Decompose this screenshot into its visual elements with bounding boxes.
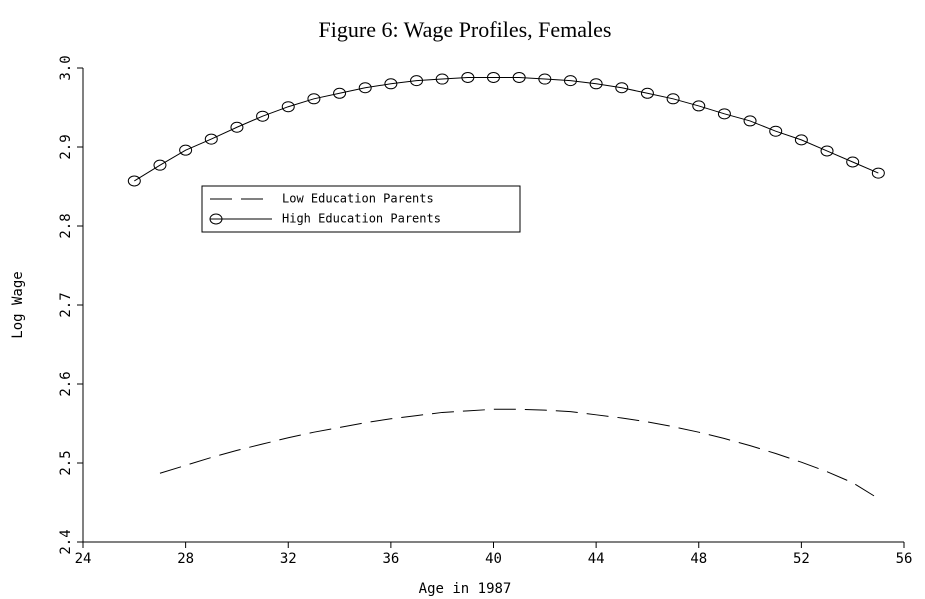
y-axis-title: Log Wage	[10, 271, 26, 338]
x-tick-label: 36	[382, 551, 399, 567]
legend-box	[201, 185, 521, 233]
marker	[281, 101, 295, 113]
marker	[794, 134, 808, 146]
marker	[563, 75, 577, 87]
marker	[256, 110, 270, 122]
marker	[820, 145, 834, 157]
y-tick-label: 2.7	[58, 292, 74, 317]
x-tick-label: 52	[793, 551, 810, 567]
marker	[179, 144, 193, 156]
x-axis-title: Age in 1987	[419, 581, 512, 597]
marker	[846, 156, 860, 168]
marker	[487, 71, 500, 83]
y-tick-label: 2.8	[58, 213, 74, 238]
marker	[871, 167, 885, 179]
marker	[538, 73, 552, 85]
marker	[640, 87, 654, 99]
series-line	[134, 76, 879, 182]
marker	[435, 73, 449, 85]
marker	[333, 87, 347, 99]
x-tick-label: 56	[896, 551, 913, 567]
marker	[512, 71, 526, 83]
series-line	[159, 408, 879, 499]
marker	[307, 93, 321, 105]
marker	[204, 133, 218, 145]
legend-label: High Education Parents	[282, 212, 441, 226]
marker	[410, 75, 424, 87]
marker	[589, 78, 603, 90]
x-tick-label: 24	[75, 551, 92, 567]
x-tick-label: 40	[485, 551, 502, 567]
marker	[743, 115, 757, 127]
marker	[230, 121, 244, 133]
marker	[769, 125, 783, 137]
marker	[717, 108, 731, 120]
legend-marker	[209, 213, 223, 225]
x-tick-label: 28	[177, 551, 194, 567]
y-tick-label: 3.0	[58, 55, 74, 80]
marker	[127, 175, 141, 187]
chart-title: Figure 6: Wage Profiles, Females	[319, 17, 612, 42]
marker	[384, 78, 398, 90]
x-tick-label: 44	[588, 551, 605, 567]
marker	[153, 159, 167, 171]
y-tick-label: 2.6	[58, 371, 74, 396]
marker	[666, 93, 680, 105]
marker	[358, 82, 372, 94]
legend-label: Low Education Parents	[282, 192, 434, 206]
marker	[692, 100, 706, 112]
y-tick-label: 2.9	[58, 134, 74, 159]
x-tick-label: 32	[280, 551, 297, 567]
y-tick-label: 2.4	[58, 529, 74, 554]
y-tick-label: 2.5	[58, 450, 74, 475]
x-tick-label: 48	[690, 551, 707, 567]
marker	[461, 71, 475, 83]
marker	[615, 82, 629, 94]
